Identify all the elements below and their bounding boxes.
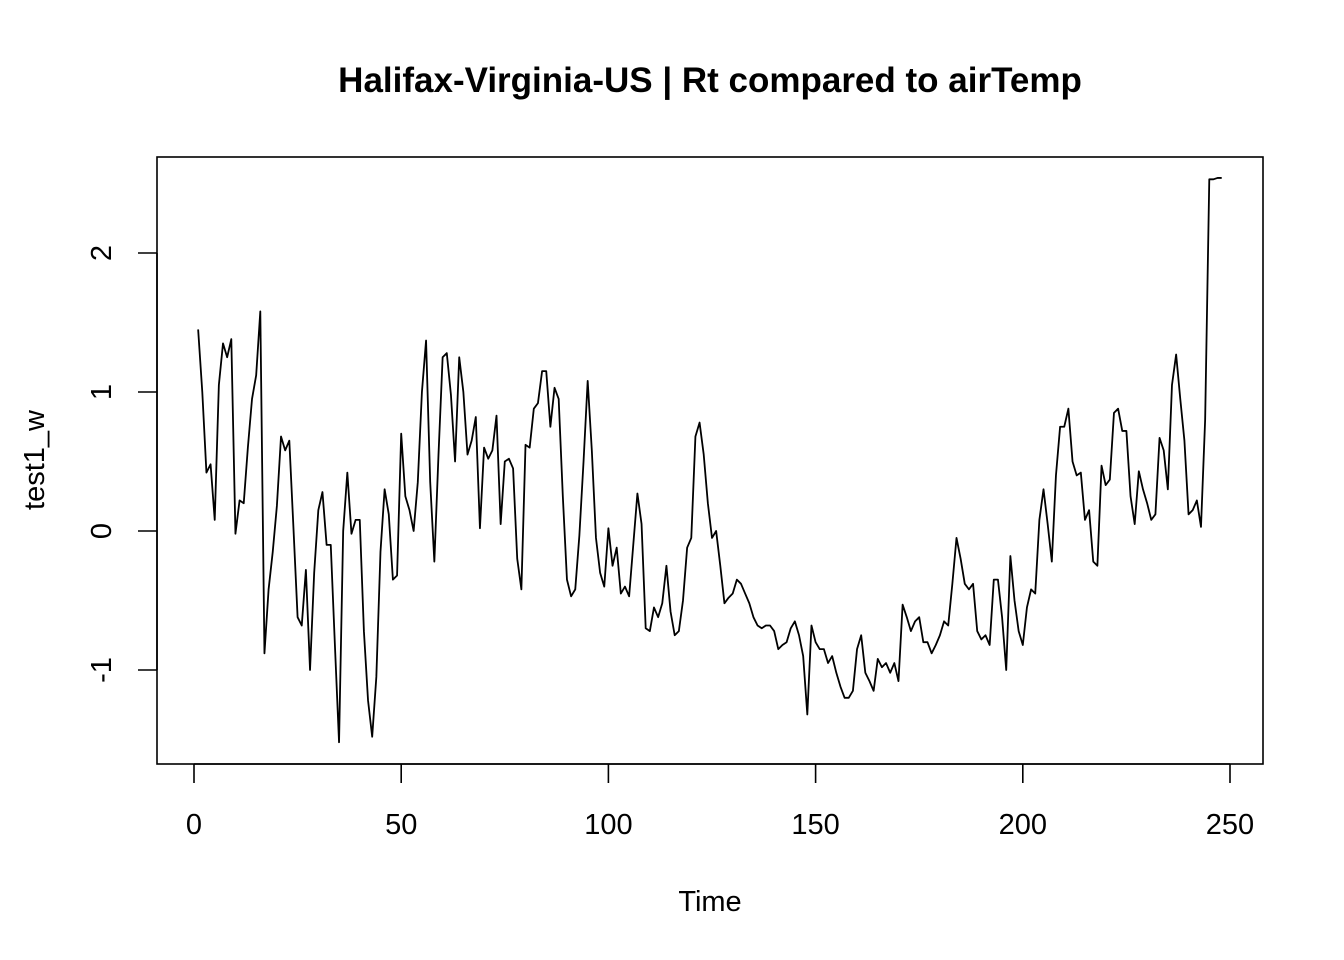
series-line [197,177,1222,744]
y-axis-label: test1_w [19,409,51,510]
y-tick-label: -1 [86,657,118,683]
plot-frame [156,156,1264,765]
y-tick-label: 0 [86,523,118,539]
chart-title: Halifax-Virginia-US | Rt compared to air… [338,61,1082,100]
y-tick-label: 2 [86,245,118,261]
x-tick-label: 250 [1206,809,1254,841]
x-tick-label: 200 [999,809,1047,841]
x-tick-label: 0 [186,809,202,841]
x-axis: 0 50 100 150 200 250 [186,763,1254,841]
x-tick-label: 150 [791,809,839,841]
x-tick-label: 50 [385,809,417,841]
y-tick-label: 1 [86,384,118,400]
x-axis-label: Time [678,886,741,918]
y-axis: -1 0 1 2 [86,245,158,683]
x-tick-label: 100 [584,809,632,841]
